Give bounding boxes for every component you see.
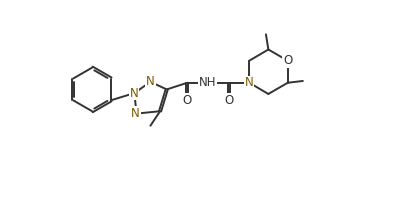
Text: N: N [146,75,155,88]
Text: NH: NH [199,76,216,89]
Text: O: O [224,94,234,106]
Text: N: N [130,87,139,100]
Text: N: N [245,76,254,89]
Text: N: N [131,107,140,120]
Text: O: O [283,54,292,67]
Text: O: O [183,94,192,106]
